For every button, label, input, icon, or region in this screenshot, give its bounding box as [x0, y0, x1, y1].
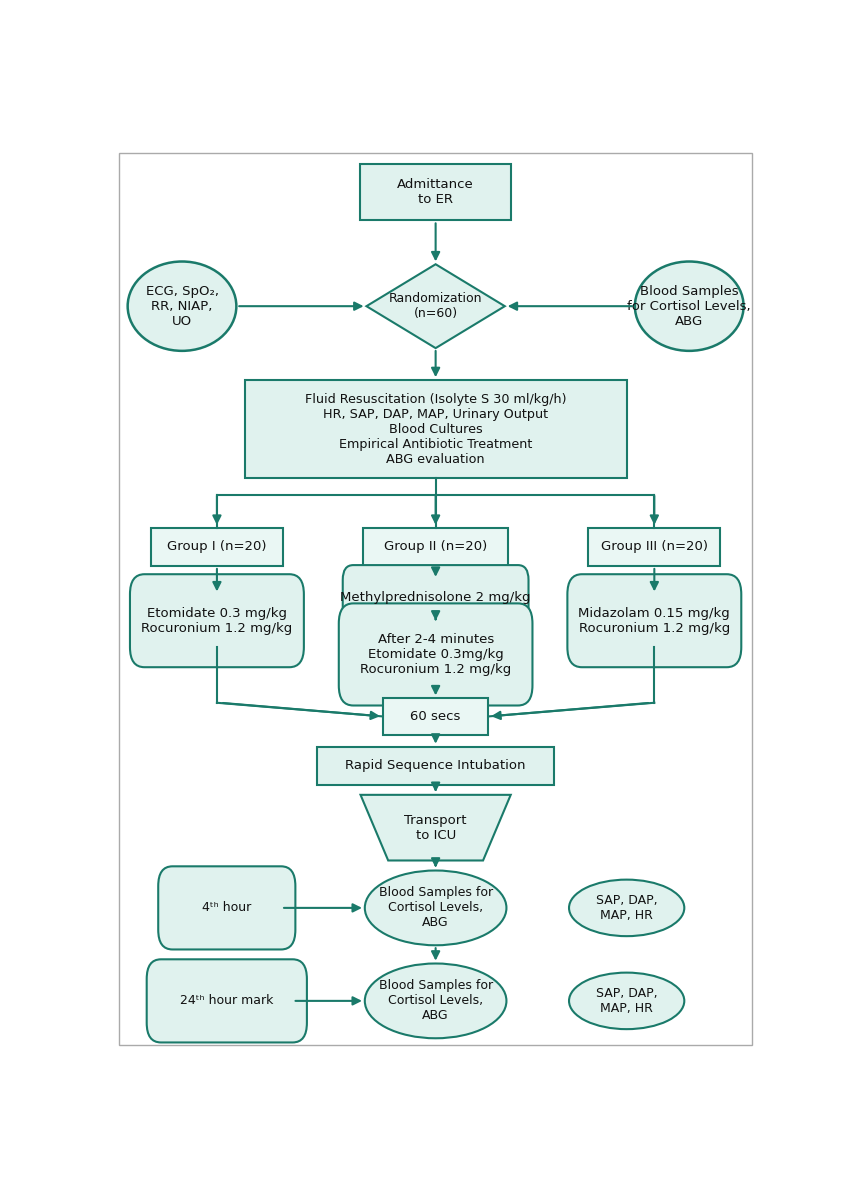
Text: 24ᵗʰ hour mark: 24ᵗʰ hour mark	[180, 995, 274, 1008]
FancyBboxPatch shape	[382, 699, 488, 734]
Text: Methylprednisolone 2 mg/kg: Methylprednisolone 2 mg/kg	[340, 592, 531, 604]
Polygon shape	[366, 264, 505, 348]
Ellipse shape	[569, 972, 684, 1029]
Text: Group I (n=20): Group I (n=20)	[167, 540, 267, 553]
FancyBboxPatch shape	[343, 565, 529, 631]
Text: Blood Samples for
Cortisol Levels,
ABG: Blood Samples for Cortisol Levels, ABG	[378, 887, 493, 929]
FancyBboxPatch shape	[588, 528, 720, 566]
Polygon shape	[360, 794, 511, 861]
Ellipse shape	[365, 964, 507, 1038]
Text: Midazolam 0.15 mg/kg
Rocuronium 1.2 mg/kg: Midazolam 0.15 mg/kg Rocuronium 1.2 mg/k…	[579, 606, 730, 635]
Text: After 2-4 minutes
Etomidate 0.3mg/kg
Rocuronium 1.2 mg/kg: After 2-4 minutes Etomidate 0.3mg/kg Roc…	[360, 633, 511, 676]
Text: SAP, DAP,
MAP, HR: SAP, DAP, MAP, HR	[596, 894, 658, 922]
Text: Rapid Sequence Intubation: Rapid Sequence Intubation	[345, 759, 526, 772]
Ellipse shape	[365, 870, 507, 945]
Text: Blood Samples
for Cortisol Levels,
ABG: Blood Samples for Cortisol Levels, ABG	[627, 284, 751, 328]
Text: ECG, SpO₂,
RR, NIAP,
UO: ECG, SpO₂, RR, NIAP, UO	[145, 284, 218, 328]
Text: Etomidate 0.3 mg/kg
Rocuronium 1.2 mg/kg: Etomidate 0.3 mg/kg Rocuronium 1.2 mg/kg	[141, 606, 292, 635]
Text: Group II (n=20): Group II (n=20)	[384, 540, 487, 553]
Text: Transport
to ICU: Transport to ICU	[405, 813, 467, 842]
Text: Group III (n=20): Group III (n=20)	[601, 540, 708, 553]
Ellipse shape	[635, 262, 744, 350]
FancyBboxPatch shape	[130, 574, 304, 668]
FancyBboxPatch shape	[158, 867, 296, 950]
Text: Blood Samples for
Cortisol Levels,
ABG: Blood Samples for Cortisol Levels, ABG	[378, 979, 493, 1022]
Text: SAP, DAP,
MAP, HR: SAP, DAP, MAP, HR	[596, 987, 658, 1015]
FancyBboxPatch shape	[360, 163, 512, 220]
Text: 60 secs: 60 secs	[411, 710, 461, 723]
Ellipse shape	[128, 262, 236, 350]
Ellipse shape	[569, 880, 684, 937]
FancyBboxPatch shape	[339, 604, 532, 706]
Text: 4ᵗʰ hour: 4ᵗʰ hour	[202, 901, 252, 914]
Text: Randomization
(n=60): Randomization (n=60)	[388, 292, 483, 320]
FancyBboxPatch shape	[568, 574, 741, 668]
FancyBboxPatch shape	[317, 747, 554, 785]
FancyBboxPatch shape	[245, 380, 626, 478]
FancyBboxPatch shape	[151, 528, 283, 566]
Text: Fluid Resuscitation (Isolyte S 30 ml/kg/h)
HR, SAP, DAP, MAP, Urinary Output
Blo: Fluid Resuscitation (Isolyte S 30 ml/kg/…	[305, 393, 566, 465]
FancyBboxPatch shape	[363, 528, 508, 566]
Text: Admittance
to ER: Admittance to ER	[397, 179, 474, 206]
FancyBboxPatch shape	[147, 959, 307, 1042]
